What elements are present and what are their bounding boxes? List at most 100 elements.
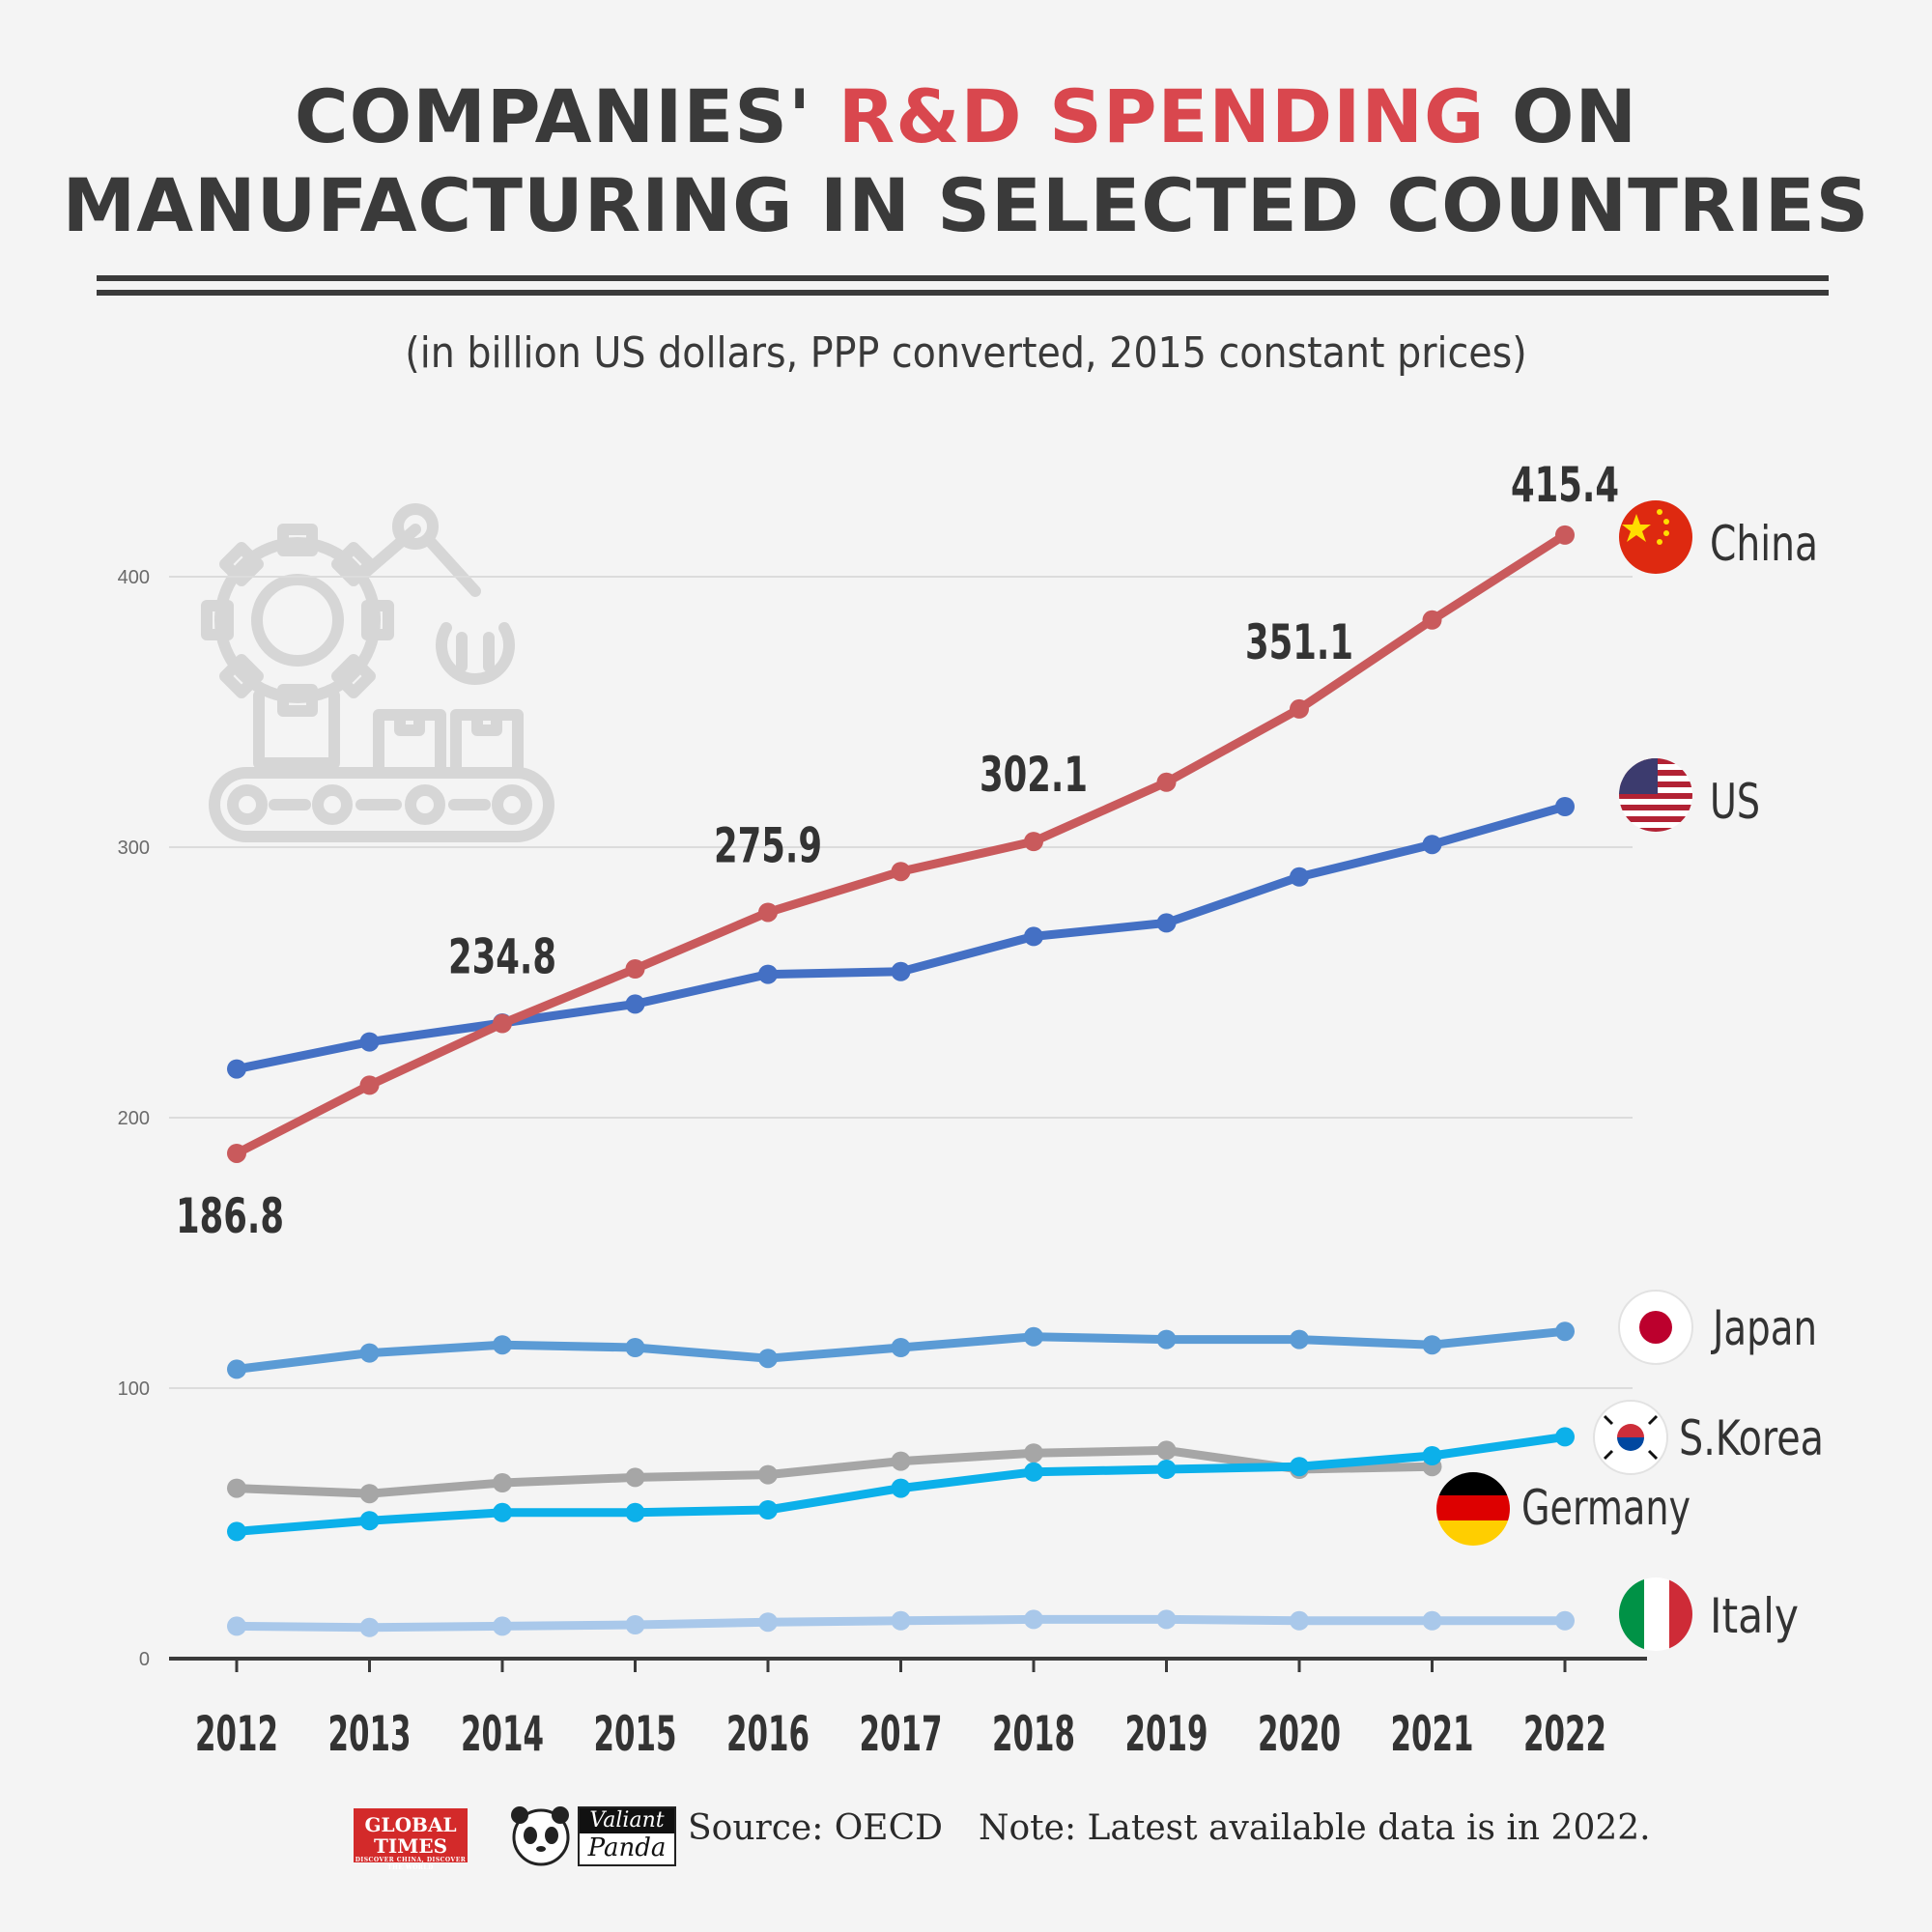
data-label-china-2016: 275.9 bbox=[714, 817, 822, 873]
data-label-china-2012: 186.8 bbox=[176, 1188, 284, 1244]
data-point-skorea-2016 bbox=[758, 1500, 778, 1520]
source-note: Source: OECD bbox=[688, 1808, 943, 1848]
data-point-skorea-2013 bbox=[359, 1511, 380, 1531]
data-point-japan-2020 bbox=[1290, 1329, 1309, 1350]
data-point-germany-2018 bbox=[1024, 1443, 1043, 1463]
series-germany bbox=[227, 1440, 1442, 1504]
data-note: Note: Latest available data is in 2022. bbox=[979, 1808, 1651, 1848]
data-point-japan-2014 bbox=[493, 1335, 512, 1355]
data-point-china-2017 bbox=[891, 862, 911, 882]
data-point-italy-2017 bbox=[891, 1610, 911, 1631]
legend-label-china: China bbox=[1710, 516, 1818, 572]
data-point-us-2013 bbox=[359, 1032, 380, 1052]
x-tick-label-2017: 2017 bbox=[860, 1706, 943, 1762]
data-point-japan-2018 bbox=[1024, 1326, 1043, 1347]
data-point-skorea-2020 bbox=[1290, 1457, 1309, 1477]
data-label-china-2022: 415.4 bbox=[1511, 457, 1619, 513]
data-point-skorea-2022 bbox=[1555, 1427, 1575, 1447]
title-part-2: ON bbox=[1511, 73, 1638, 159]
x-tick-label-2012: 2012 bbox=[195, 1706, 278, 1762]
data-point-china-2019 bbox=[1156, 772, 1177, 792]
data-point-skorea-2017 bbox=[891, 1478, 911, 1498]
x-tick-label-2014: 2014 bbox=[461, 1706, 544, 1762]
global-times-logo: GLOBAL TIMES DISCOVER CHINA, DISCOVER TH… bbox=[354, 1808, 468, 1871]
data-point-japan-2017 bbox=[891, 1338, 911, 1357]
series-lines bbox=[227, 525, 1575, 1637]
data-point-china-2016 bbox=[758, 902, 778, 923]
x-axis bbox=[169, 1657, 1647, 1672]
data-point-italy-2014 bbox=[493, 1616, 512, 1636]
global-times-logo-tagline: DISCOVER CHINA, DISCOVER THE WORLD bbox=[355, 1857, 467, 1871]
y-tick-label-400: 400 bbox=[118, 567, 150, 588]
x-tick-label-2020: 2020 bbox=[1258, 1706, 1341, 1762]
x-tick-label-2016: 2016 bbox=[726, 1706, 810, 1762]
x-tick-label-2021: 2021 bbox=[1391, 1706, 1474, 1762]
data-point-italy-2021 bbox=[1422, 1610, 1442, 1631]
chart-subtitle: (in billion US dollars, PPP converted, 2… bbox=[405, 328, 1527, 378]
data-labels: 186.8 234.8 275.9 302.1 351.1 415.4 bbox=[176, 457, 1619, 1244]
legend-label-germany: Germany bbox=[1521, 1480, 1690, 1536]
data-point-germany-2016 bbox=[758, 1464, 778, 1485]
data-label-china-2014: 234.8 bbox=[448, 929, 556, 985]
x-tick-labels: 2012 2013 2014 2015 2016 2017 2018 2019 2020 2021… bbox=[195, 1706, 1606, 1762]
us-flag-icon bbox=[1619, 758, 1692, 832]
y-tick-label-0: 0 bbox=[139, 1649, 150, 1670]
title-part-1: COMPANIES' bbox=[294, 73, 812, 159]
factory-robot-icon bbox=[201, 503, 554, 842]
south-korea-flag-icon bbox=[1593, 1400, 1668, 1475]
chart-title: COMPANIES' R&D SPENDING ON MANUFACTURING… bbox=[0, 72, 1932, 250]
x-tick-label-2022: 2022 bbox=[1523, 1706, 1606, 1762]
data-point-skorea-2015 bbox=[625, 1502, 645, 1522]
data-point-us-2018 bbox=[1024, 926, 1043, 947]
gridlines bbox=[169, 576, 1633, 1389]
data-point-italy-2012 bbox=[227, 1616, 246, 1636]
series-italy bbox=[227, 1609, 1575, 1637]
y-tick-label-200: 200 bbox=[118, 1108, 150, 1129]
data-point-italy-2019 bbox=[1156, 1609, 1177, 1630]
data-point-skorea-2012 bbox=[227, 1521, 246, 1542]
y-tick-label-300: 300 bbox=[118, 838, 150, 859]
data-point-china-2021 bbox=[1422, 610, 1442, 630]
x-tick-label-2018: 2018 bbox=[992, 1706, 1075, 1762]
panda-icon bbox=[511, 1806, 570, 1866]
footer: GLOBAL TIMES DISCOVER CHINA, DISCOVER TH… bbox=[0, 1797, 1932, 1874]
valiant-panda-top: Valiant bbox=[580, 1808, 674, 1833]
data-point-germany-2017 bbox=[891, 1451, 911, 1471]
legend: China US Japan S.Korea Germany Italy bbox=[1521, 516, 1824, 1644]
data-point-skorea-2019 bbox=[1156, 1460, 1177, 1479]
series-skorea bbox=[227, 1427, 1575, 1542]
series-line-germany bbox=[232, 1445, 1436, 1498]
title-accent: R&D SPENDING bbox=[838, 73, 1486, 159]
data-point-japan-2021 bbox=[1422, 1335, 1442, 1355]
global-times-logo-text: GLOBAL TIMES bbox=[364, 1813, 457, 1858]
data-point-china-2014 bbox=[493, 1013, 512, 1034]
data-point-china-2022 bbox=[1555, 525, 1575, 545]
title-line-1: COMPANIES' R&D SPENDING ON bbox=[0, 72, 1932, 161]
data-point-italy-2020 bbox=[1290, 1610, 1309, 1631]
data-point-japan-2019 bbox=[1156, 1329, 1177, 1350]
data-point-china-2018 bbox=[1024, 832, 1043, 852]
legend-label-japan: Japan bbox=[1710, 1300, 1817, 1356]
data-point-china-2012 bbox=[227, 1143, 246, 1163]
legend-label-italy: Italy bbox=[1710, 1588, 1799, 1644]
y-tick-labels: 0 100 200 300 400 bbox=[118, 567, 150, 1670]
data-point-us-2016 bbox=[758, 964, 778, 984]
series-line-china bbox=[232, 530, 1570, 1158]
italy-flag-icon bbox=[1619, 1577, 1692, 1651]
title-rule-bottom bbox=[97, 290, 1829, 296]
valiant-panda-logo: Valiant Panda bbox=[502, 1801, 676, 1868]
data-point-us-2015 bbox=[625, 994, 645, 1014]
series-china bbox=[227, 525, 1575, 1163]
data-point-germany-2019 bbox=[1156, 1440, 1177, 1461]
china-flag-icon bbox=[1619, 500, 1692, 574]
data-point-skorea-2021 bbox=[1422, 1446, 1442, 1465]
legend-label-us: US bbox=[1710, 774, 1760, 830]
data-point-germany-2013 bbox=[359, 1484, 380, 1504]
data-point-skorea-2018 bbox=[1024, 1462, 1043, 1482]
valiant-panda-bottom: Panda bbox=[587, 1833, 667, 1862]
data-point-us-2021 bbox=[1422, 835, 1442, 855]
data-point-italy-2015 bbox=[625, 1615, 645, 1634]
data-point-us-2019 bbox=[1156, 913, 1177, 933]
data-label-china-2018: 302.1 bbox=[980, 747, 1088, 803]
